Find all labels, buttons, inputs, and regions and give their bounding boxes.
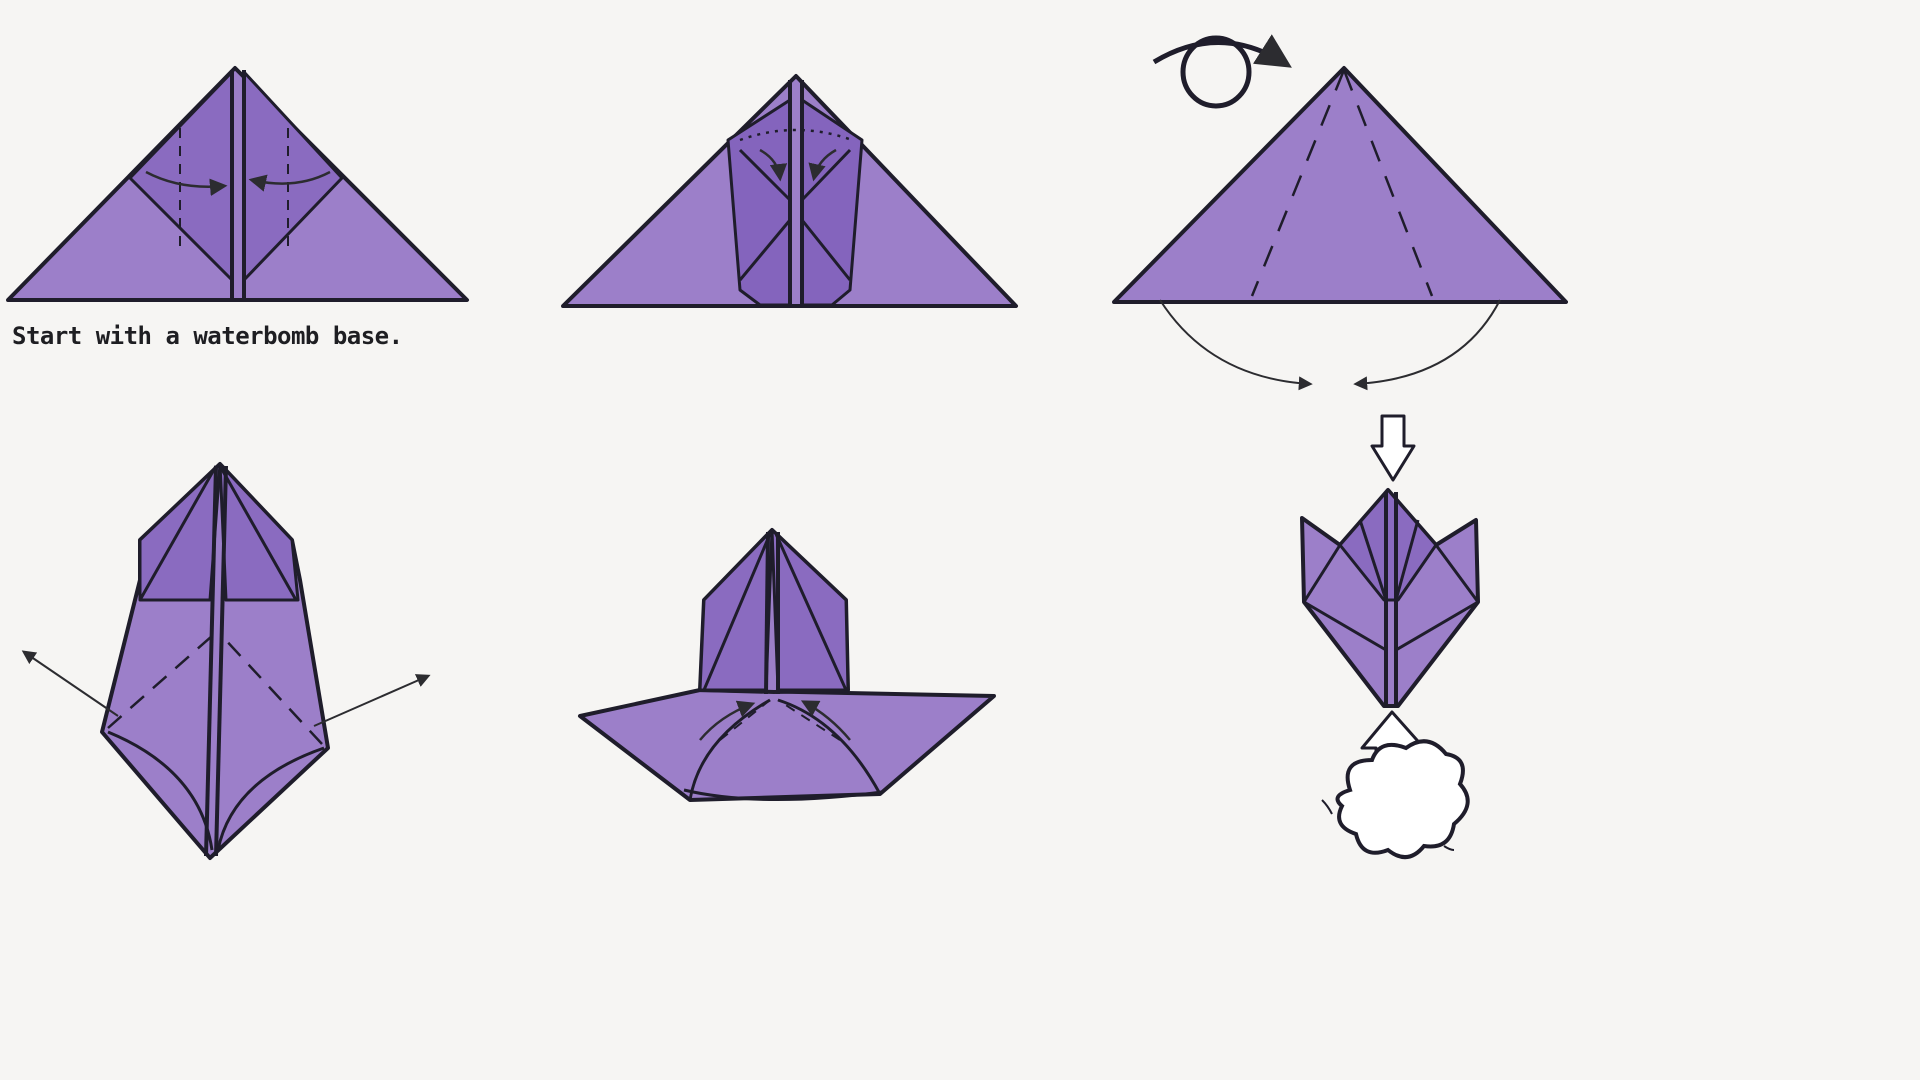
step-3-turn-over: [1112, 66, 1568, 391]
step-1-caption: Start with a waterbomb base.: [12, 322, 403, 350]
turn-over-symbol-icon: [1152, 34, 1292, 109]
step-5-opened-flat: [578, 528, 996, 802]
diagram-canvas: [6, 34, 1568, 860]
origami-diagram: Start with a waterbomb base.: [6, 34, 1568, 860]
step-4-spread-sides: [21, 462, 431, 860]
step-3-result-tulip: [1300, 488, 1480, 708]
blow-puff-icon: [1321, 739, 1470, 859]
step-1-waterbomb-base: [6, 66, 469, 302]
step-2-flaps-folded: [561, 74, 1018, 308]
result-arrow-icon: [1370, 414, 1416, 482]
